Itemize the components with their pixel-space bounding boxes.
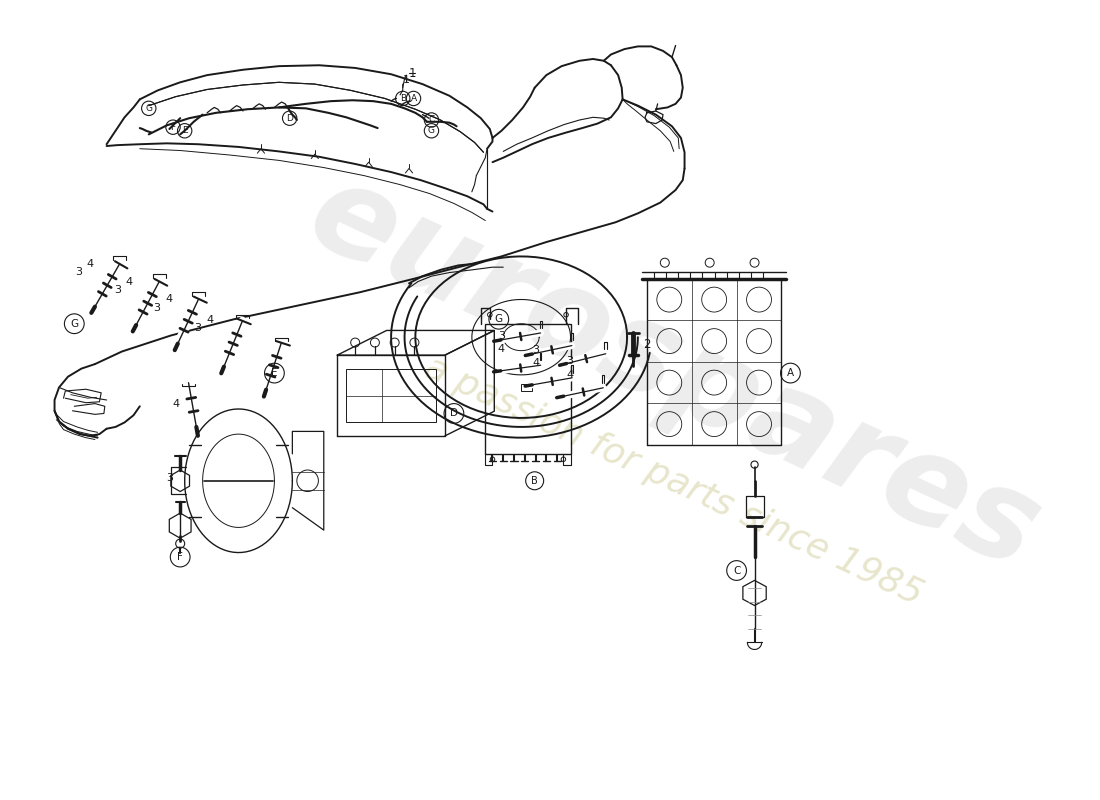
Text: D: D: [286, 114, 293, 122]
Text: C: C: [733, 566, 740, 575]
Text: C: C: [428, 115, 435, 125]
Text: G: G: [145, 104, 152, 113]
Text: 4: 4: [165, 294, 172, 305]
Text: 4: 4: [566, 370, 573, 379]
Text: B: B: [531, 476, 538, 486]
Text: a passion for parts since 1985: a passion for parts since 1985: [419, 350, 928, 611]
Text: 3: 3: [114, 285, 121, 294]
Text: 4: 4: [498, 345, 505, 354]
Text: 3: 3: [532, 346, 539, 355]
Text: 1: 1: [403, 74, 410, 85]
Text: G: G: [70, 318, 78, 329]
Bar: [521, 384, 532, 391]
Text: 3: 3: [153, 302, 161, 313]
Text: 4: 4: [125, 277, 133, 286]
Text: 2: 2: [644, 338, 651, 351]
Text: F: F: [177, 552, 183, 562]
Text: 4: 4: [532, 358, 539, 368]
Text: F: F: [170, 122, 176, 132]
Text: D: D: [450, 409, 458, 418]
Text: 3: 3: [498, 331, 505, 341]
Text: E: E: [272, 368, 277, 378]
Text: 3: 3: [75, 266, 82, 277]
Text: B: B: [399, 94, 406, 103]
Text: G: G: [495, 314, 503, 324]
Text: A: A: [410, 94, 417, 103]
Text: 4: 4: [87, 258, 94, 269]
Text: E: E: [182, 126, 187, 135]
Text: eurospares: eurospares: [290, 151, 1057, 595]
Text: 1: 1: [409, 67, 417, 80]
Text: 3: 3: [166, 473, 173, 482]
Text: 4: 4: [172, 399, 179, 409]
Text: 4: 4: [206, 315, 213, 325]
Text: 3: 3: [566, 356, 573, 366]
Text: 3: 3: [195, 323, 201, 334]
Text: A: A: [786, 368, 794, 378]
Text: G: G: [428, 126, 435, 135]
